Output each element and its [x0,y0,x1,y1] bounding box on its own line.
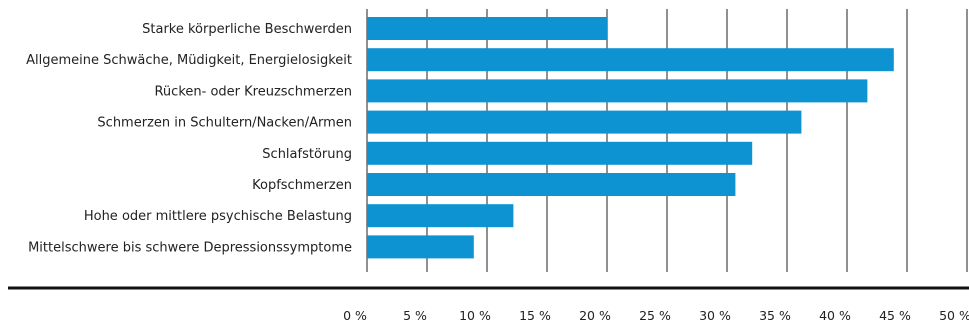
tick-label-9: 45 % [879,308,911,323]
bar-7 [367,235,474,259]
category-label-1: Allgemeine Schwäche, Müdigkeit, Energiel… [26,53,352,68]
category-label-6: Hohe oder mittlere psychische Belastung [84,209,352,224]
category-label-7: Mittelschwere bis schwere Depressionssym… [28,240,352,255]
category-label-2: Rücken- oder Kreuzschmerzen [154,84,352,99]
tick-label-8: 40 % [819,308,851,323]
category-label-0: Starke körperliche Beschwerden [142,22,352,37]
bar-5 [367,173,736,196]
bar-0 [367,17,607,40]
category-label-3: Schmerzen in Schultern/Nacken/Armen [97,116,352,131]
tick-label-3: 15 % [519,308,551,323]
tick-label-10: 50 % [939,308,969,323]
tick-label-7: 35 % [759,308,791,323]
bar-1 [367,48,894,72]
bar-3 [367,110,802,134]
tick-label-5: 25 % [639,308,671,323]
tick-label-1: 5 % [403,308,427,323]
tick-label-0: 0 % [343,308,367,323]
tick-label-4: 20 % [579,308,611,323]
bar-6 [367,204,514,228]
bar-4 [367,141,753,165]
bar-2 [367,79,868,103]
tick-label-6: 30 % [699,308,731,323]
category-label-5: Kopfschmerzen [252,178,352,193]
category-label-4: Schlafstörung [262,147,352,162]
tick-label-2: 10 % [459,308,491,323]
